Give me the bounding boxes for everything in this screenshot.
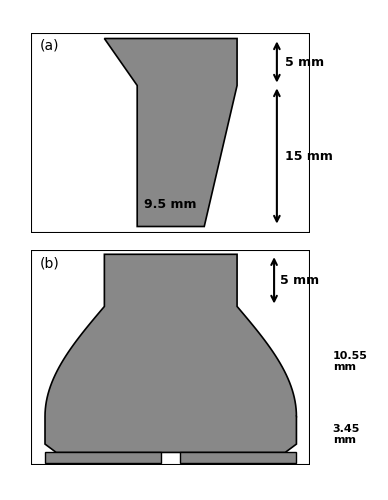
Text: 9.5 mm: 9.5 mm [144, 198, 197, 211]
Text: 10.55
mm: 10.55 mm [333, 350, 367, 372]
FancyBboxPatch shape [31, 250, 310, 465]
Text: 15 mm: 15 mm [285, 150, 333, 162]
Text: (b): (b) [40, 256, 59, 270]
Polygon shape [104, 38, 237, 226]
Text: 5 mm: 5 mm [280, 274, 319, 287]
Text: 5 mm: 5 mm [285, 56, 324, 68]
Text: 4.8  mm: 4.8 mm [142, 266, 199, 280]
Polygon shape [45, 254, 296, 452]
Polygon shape [180, 452, 296, 463]
FancyBboxPatch shape [31, 32, 310, 232]
Polygon shape [45, 452, 161, 463]
Text: (a): (a) [40, 38, 59, 52]
Text: 3.45
mm: 3.45 mm [333, 424, 360, 445]
